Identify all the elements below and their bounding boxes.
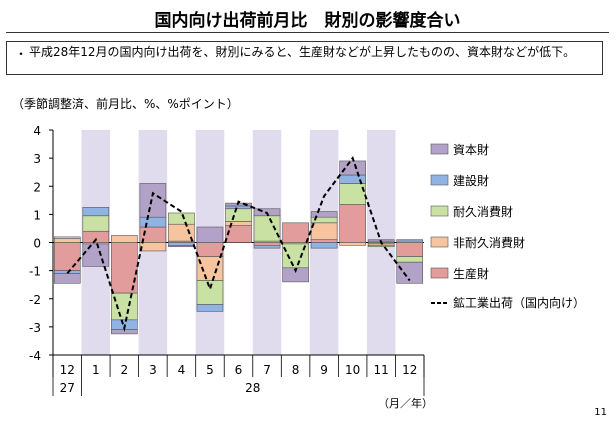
bar-segment bbox=[253, 215, 281, 242]
legend-swatch bbox=[430, 236, 449, 248]
bar-segment bbox=[310, 211, 338, 218]
bar-segment bbox=[139, 216, 167, 228]
bar-segment bbox=[396, 239, 424, 242]
line-shipments bbox=[66, 155, 411, 333]
bar-segment bbox=[225, 208, 252, 222]
y-tick-label: 0 bbox=[33, 237, 41, 251]
title-underline bbox=[6, 32, 609, 33]
y-tick-label: -4 bbox=[29, 349, 41, 363]
bar-segment bbox=[53, 273, 81, 284]
y-tick-labels: 4 3 2 1 0 -1 -2 -3 -4 bbox=[29, 124, 41, 363]
bar-segment bbox=[111, 235, 138, 243]
bar-segment bbox=[282, 267, 309, 283]
bar-segment bbox=[196, 304, 224, 312]
bar-segment bbox=[339, 160, 366, 176]
bar-segment bbox=[82, 207, 110, 217]
year-label: 27 bbox=[60, 381, 75, 395]
line-series bbox=[66, 155, 411, 333]
legend-label: 生産財 bbox=[453, 266, 489, 281]
year-label: 28 bbox=[245, 381, 260, 395]
x-tick-label: 8 bbox=[292, 363, 300, 377]
bar-segment bbox=[253, 242, 281, 246]
y-tick-label: -3 bbox=[29, 321, 41, 335]
bar-segment bbox=[253, 245, 281, 249]
bar-segment bbox=[53, 237, 81, 243]
page-number: 11 bbox=[594, 407, 607, 418]
legend-swatch bbox=[430, 267, 449, 279]
bar-segment bbox=[139, 242, 167, 252]
bar-segment bbox=[396, 256, 424, 263]
summary-box: ・ 平成28年12月の国内向け出荷を、財別にみると、生産財などが上昇したものの、… bbox=[6, 41, 603, 75]
bar-segment bbox=[196, 242, 224, 257]
legend-swatch bbox=[430, 205, 449, 217]
x-tick-label: 11 bbox=[374, 363, 389, 377]
x-tick-label: 12 bbox=[60, 363, 75, 377]
x-tick-label: 5 bbox=[206, 363, 214, 377]
bar-segment bbox=[82, 243, 110, 267]
bar-segment bbox=[53, 236, 81, 239]
bar-segment bbox=[53, 242, 81, 271]
bar-segment bbox=[339, 204, 366, 243]
bar-segment bbox=[168, 242, 195, 246]
x-tick-label: 7 bbox=[263, 363, 271, 377]
y-tick-label: -2 bbox=[29, 293, 41, 307]
x-axis-label: （月／年） bbox=[378, 396, 433, 410]
legend-label: 資本財 bbox=[453, 142, 489, 157]
bar-segment bbox=[111, 242, 138, 294]
y-tick-label: 2 bbox=[33, 180, 41, 194]
bar-segment bbox=[139, 183, 167, 218]
x-tick-label: 1 bbox=[92, 363, 100, 377]
bar-segment bbox=[111, 292, 138, 321]
summary-bullet: ・ bbox=[15, 47, 28, 61]
bar-segment bbox=[339, 242, 366, 246]
x-tick-label: 2 bbox=[121, 363, 129, 377]
legend-label: 建設財 bbox=[453, 173, 489, 188]
bar-segment bbox=[225, 205, 252, 210]
y-tick-label: -1 bbox=[29, 265, 41, 279]
y-tick-label: 1 bbox=[33, 208, 41, 222]
x-tick-label: 3 bbox=[149, 363, 157, 377]
bar-segment bbox=[225, 225, 252, 243]
x-tick-label: 12 bbox=[402, 363, 417, 377]
bar-segment bbox=[82, 215, 110, 232]
legend-swatch bbox=[430, 174, 449, 186]
x-tick-label: 6 bbox=[235, 363, 243, 377]
bar-segment bbox=[196, 226, 224, 243]
legend-swatch bbox=[430, 143, 449, 155]
x-tick-label: 4 bbox=[178, 363, 186, 377]
bar-segment bbox=[310, 222, 338, 240]
x-tick-label: 9 bbox=[320, 363, 328, 377]
bar-segment bbox=[339, 183, 366, 205]
x-tick-label: 10 bbox=[345, 363, 360, 377]
legend-label: 非耐久消費財 bbox=[453, 235, 525, 250]
summary-text: 平成28年12月の国内向け出荷を、財別にみると、生産財などが上昇したものの、資本… bbox=[29, 45, 576, 59]
bar-segment bbox=[310, 242, 338, 249]
bar-segment bbox=[196, 280, 224, 305]
unit-note: （季節調整済、前月比、%、%ポイント） bbox=[12, 97, 239, 111]
bar-segment bbox=[396, 261, 424, 284]
bar-segment bbox=[196, 256, 224, 281]
legend-label: 耐久消費財 bbox=[453, 204, 513, 219]
bar-segment bbox=[168, 212, 195, 225]
bar-segment bbox=[168, 245, 195, 248]
page-title: 国内向け出荷前月比 財別の影響度合い bbox=[154, 11, 461, 31]
y-tick-label: 4 bbox=[33, 124, 41, 138]
bar-segment bbox=[225, 221, 252, 226]
bar-segment bbox=[367, 245, 395, 248]
legend-label: 鉱工業出荷（国内向け） bbox=[453, 295, 585, 310]
y-tick-label: 3 bbox=[33, 152, 41, 166]
bar-segment bbox=[310, 239, 338, 243]
bar-segment bbox=[396, 242, 424, 257]
bar-segment bbox=[282, 222, 309, 243]
